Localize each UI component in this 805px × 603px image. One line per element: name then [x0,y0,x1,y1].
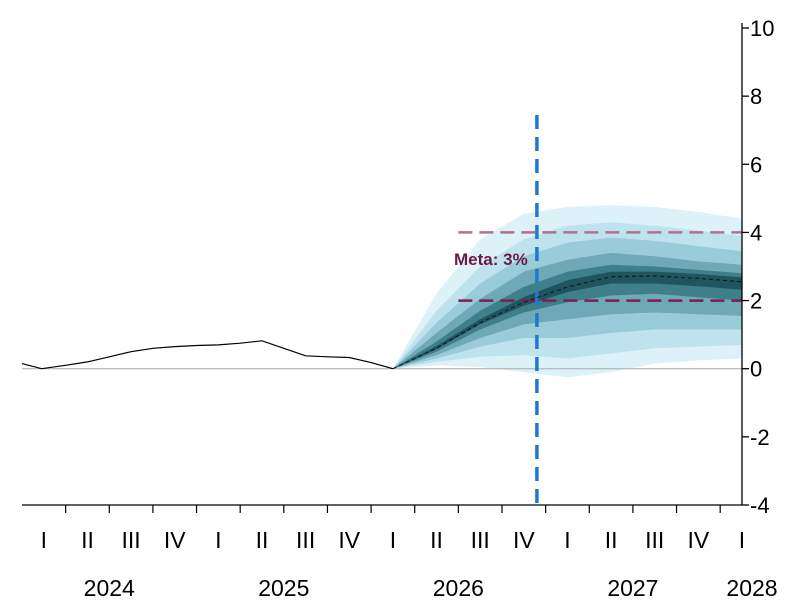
quarter-label: IV [338,527,360,553]
quarter-label: IV [513,527,535,553]
quarter-label: II [605,527,618,553]
annotations: Meta: 3% [454,250,528,269]
quarter-label: III [645,527,664,553]
series-lines [21,275,743,370]
fan-band-5 [392,264,742,369]
y-tick-label: 10 [750,16,774,41]
quarter-label: III [122,527,141,553]
quarter-label: I [41,527,47,553]
quarter-label: II [81,527,94,553]
quarter-label: I [215,527,221,553]
quarter-label: II [256,527,269,553]
fan-bands [392,205,742,378]
y-tick-label: 0 [750,357,762,382]
reference-lines [22,115,742,505]
quarter-label: I [739,527,745,553]
year-label-2025: 2025 [258,575,309,601]
y-tick-label: 2 [750,289,762,314]
y-tick-label: -2 [750,425,770,450]
y-tick-label: 8 [750,84,762,109]
year-label-2024: 2024 [84,575,135,601]
year-label-2028: 2028 [726,575,777,601]
year-label-2026: 2026 [433,575,484,601]
y-tick-label: 6 [750,152,762,177]
year-label-2027: 2027 [607,575,658,601]
series-forecast-central [392,275,743,370]
quarter-label: IV [164,527,186,553]
quarter-label: II [430,527,443,553]
quarter-label: IV [687,527,709,553]
quarter-label: III [471,527,490,553]
annotation-label: Meta: 3% [454,250,528,269]
series-history [21,340,394,370]
quarter-label: I [564,527,570,553]
fan-band-6 [392,271,742,369]
y-tick-label: -4 [750,493,770,518]
quarter-label: I [390,527,396,553]
y-tick-label: 4 [750,220,762,245]
quarter-label: III [296,527,315,553]
